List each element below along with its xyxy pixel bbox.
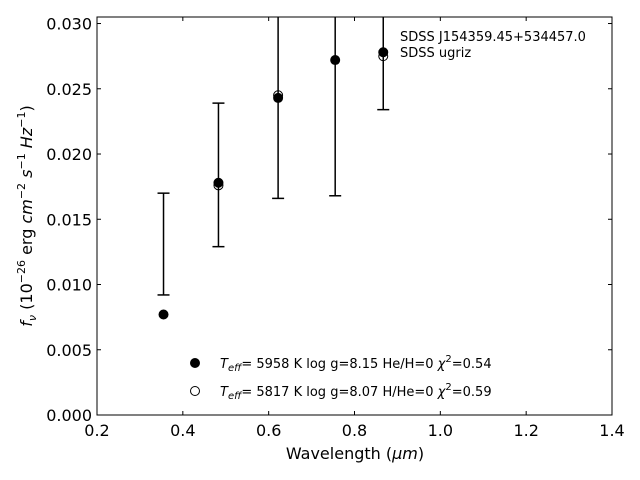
y-tick-label: 0.030 — [46, 15, 92, 34]
y-tick-label: 0.025 — [46, 80, 92, 99]
x-tick-label: 0.2 — [84, 421, 109, 440]
x-tick-label: 0.6 — [256, 421, 281, 440]
y-axis-label: fν (10−26 erg cm−2 s−1 Hz−1) — [15, 105, 39, 326]
point-filled — [378, 47, 389, 58]
legend-marker-filled — [190, 358, 200, 368]
x-tick-label: 0.8 — [342, 421, 367, 440]
legend-entry-2: Teff= 5817 K log g=8.07 H/He=0 χ2=0.59 — [220, 382, 492, 402]
x-tick-label: 1.4 — [599, 421, 624, 440]
point-filled — [273, 92, 284, 103]
photometry-annotation: SDSS ugriz — [400, 46, 471, 61]
point-filled — [213, 177, 224, 188]
x-tick-label: 1.0 — [428, 421, 453, 440]
y-tick-label: 0.015 — [46, 210, 92, 229]
legend-entry-1: Teff= 5958 K log g=8.15 He/H=0 χ2=0.54 — [220, 354, 492, 374]
y-tick-label: 0.005 — [46, 341, 92, 360]
point-filled — [330, 55, 341, 66]
legend: Teff= 5958 K log g=8.15 He/H=0 χ2=0.54 T… — [190, 354, 492, 402]
errorbars-layer — [157, 17, 390, 296]
x-tick-labels: 0.2 0.4 0.6 0.8 1.0 1.2 1.4 — [84, 421, 624, 440]
y-tick-labels: 0.000 0.005 0.010 0.015 0.020 0.025 0.030 — [46, 15, 92, 425]
x-tick-label: 1.2 — [513, 421, 538, 440]
legend-marker-open — [190, 386, 200, 396]
point-open — [378, 51, 389, 62]
point-open — [213, 180, 224, 191]
x-tick-label: 0.4 — [170, 421, 195, 440]
y-tick-label: 0.020 — [46, 145, 92, 164]
points-layer — [158, 47, 389, 320]
ticks-layer — [96, 17, 613, 416]
object-name-annotation: SDSS J154359.45+534457.0 — [400, 30, 586, 45]
y-tick-label: 0.010 — [46, 276, 92, 295]
point-filled — [158, 309, 169, 320]
x-axis-label: Wavelength (μm) — [286, 444, 424, 463]
point-open — [273, 90, 284, 101]
plot-frame — [96, 16, 613, 416]
y-tick-label: 0.000 — [46, 406, 92, 425]
